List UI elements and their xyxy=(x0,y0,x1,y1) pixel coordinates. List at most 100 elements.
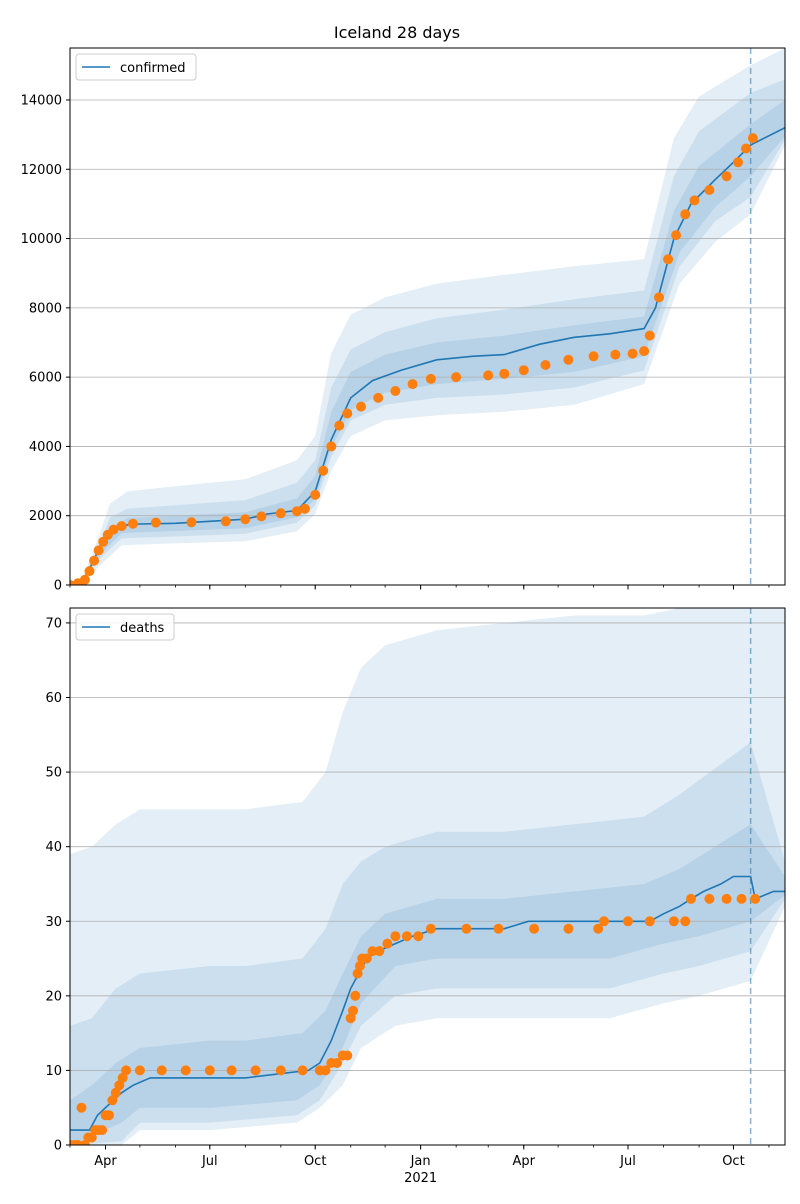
deaths-observed-point xyxy=(390,931,401,942)
deaths-observed-point xyxy=(350,990,361,1001)
deaths-ytick-label: 20 xyxy=(45,989,62,1004)
deaths-observed-point xyxy=(668,916,679,927)
legend-label: confirmed xyxy=(120,61,186,76)
confirmed-ytick-label: 10000 xyxy=(21,232,62,247)
confirmed-observed-point xyxy=(644,330,655,341)
confirmed-observed-point xyxy=(451,372,462,383)
deaths-observed-point xyxy=(354,961,365,971)
confirmed-observed-point xyxy=(89,555,100,566)
deaths-band-middle xyxy=(70,742,785,1145)
confirmed-observed-point xyxy=(588,351,599,362)
deaths-observed-point xyxy=(275,1065,286,1076)
xtick-label: Apr xyxy=(513,1154,536,1169)
deaths-observed-point xyxy=(493,923,504,934)
confirmed-observed-point xyxy=(627,348,638,359)
confirmed-observed-point xyxy=(256,511,267,522)
confirmed-band-inner xyxy=(70,100,785,585)
deaths-observed-point xyxy=(180,1065,191,1076)
confirmed-observed-point xyxy=(240,514,251,525)
deaths-ytick-label: 60 xyxy=(45,691,62,706)
confirmed-observed-point xyxy=(689,195,700,206)
deaths-observed-point xyxy=(297,1065,308,1076)
deaths-observed-point xyxy=(361,953,372,964)
confirmed-observed-point xyxy=(663,254,674,265)
deaths-observed-point xyxy=(599,916,609,927)
confirmed-axes-frame xyxy=(69,47,786,586)
confirmed-observed-point xyxy=(704,185,715,195)
deaths-observed-point xyxy=(382,938,393,949)
deaths-observed-point xyxy=(204,1065,215,1076)
confirmed-observed-point xyxy=(425,373,436,384)
deaths-observed-point xyxy=(121,1065,132,1076)
xtick-label: Oct xyxy=(304,1154,326,1169)
xtick-label: Jul xyxy=(201,1154,218,1169)
deaths-observed-point xyxy=(342,1050,353,1061)
deaths-observed-point xyxy=(644,916,655,927)
confirmed-observed-point xyxy=(390,386,401,396)
confirmed-ytick-label: 4000 xyxy=(29,440,62,455)
deaths-ytick-label: 50 xyxy=(45,766,62,781)
deaths-observed-point xyxy=(104,1110,114,1121)
confirmed-observed-point xyxy=(639,346,650,357)
deaths-panel: 0 10 20 30 40 50 60 70 Apr Jul Oct Jan Apr Jul Oct 2021… xyxy=(45,607,786,1186)
confirmed-panel: 0 2000 4000 6000 8000 10000 12000 14000 confirme… xyxy=(21,47,786,594)
deaths-observed-point xyxy=(352,968,363,979)
deaths-observed-point xyxy=(680,916,691,927)
legend-label: deaths xyxy=(120,621,165,636)
xtick-year-label: 2021 xyxy=(404,1171,437,1186)
confirmed-observed-point xyxy=(342,408,353,419)
deaths-observed-point xyxy=(226,1065,237,1076)
confirmed-observed-point xyxy=(310,489,321,500)
deaths-ytick-label: 10 xyxy=(45,1064,62,1079)
confirmed-observed-point xyxy=(291,506,302,517)
deaths-band-outer xyxy=(70,608,785,1145)
confirmed-observed-point xyxy=(721,171,732,182)
deaths-observed-point xyxy=(413,931,424,942)
deaths-model-line xyxy=(70,875,785,1131)
confirmed-observed-point xyxy=(116,521,127,532)
deaths-axes-frame xyxy=(69,607,786,1146)
confirmed-ytick-label: 6000 xyxy=(29,371,62,386)
deaths-ytick-label: 70 xyxy=(45,616,62,631)
deaths-observed-point xyxy=(156,1065,167,1076)
deaths-ytick-label: 40 xyxy=(45,840,62,855)
confirmed-observed-point xyxy=(540,360,551,370)
deaths-observed-point xyxy=(320,1065,331,1076)
deaths-observed-point xyxy=(250,1065,261,1076)
confirmed-observed-point xyxy=(128,518,138,529)
xtick-label: Apr xyxy=(94,1154,117,1169)
confirmed-observed-point xyxy=(93,545,104,556)
confirmed-observed-point xyxy=(186,517,197,528)
deaths-ytick-label: 0 xyxy=(54,1139,62,1154)
deaths-observed-point xyxy=(110,1087,121,1098)
deaths-observed-point xyxy=(461,923,472,934)
confirmed-observed-point xyxy=(518,365,529,376)
confirmed-observed-point xyxy=(747,133,758,144)
deaths-observed-point xyxy=(76,1102,87,1113)
confirmed-observed-point xyxy=(671,230,682,241)
deaths-observed-point xyxy=(97,1125,108,1136)
confirmed-observed-point xyxy=(326,441,337,452)
deaths-observed-point xyxy=(529,923,540,934)
confirmed-ytick-label: 14000 xyxy=(21,93,62,108)
confirmed-observed-point xyxy=(610,349,621,360)
deaths-observed-point xyxy=(374,946,385,957)
confirmed-ytick-label: 8000 xyxy=(29,301,62,316)
confirmed-observed-point xyxy=(84,566,95,577)
confirmed-observed-point xyxy=(334,420,345,431)
deaths-observed-point xyxy=(348,1005,358,1016)
confirmed-ytick-label: 2000 xyxy=(29,509,62,524)
confirmed-band-middle xyxy=(70,79,785,585)
xtick-label: Jan xyxy=(410,1154,431,1169)
deaths-observed-point xyxy=(721,893,732,904)
deaths-observed-point xyxy=(107,1095,118,1106)
confirmed-observed-point xyxy=(733,157,743,168)
confirmed-observed-point xyxy=(150,517,161,528)
xtick-label: Jul xyxy=(619,1154,636,1169)
confirmed-observed-point xyxy=(108,524,119,535)
confirmed-observed-point xyxy=(356,401,366,412)
deaths-observed-point xyxy=(117,1072,128,1083)
confirmed-plot-area xyxy=(70,48,785,585)
confirmed-ytick-label: 0 xyxy=(54,579,62,594)
